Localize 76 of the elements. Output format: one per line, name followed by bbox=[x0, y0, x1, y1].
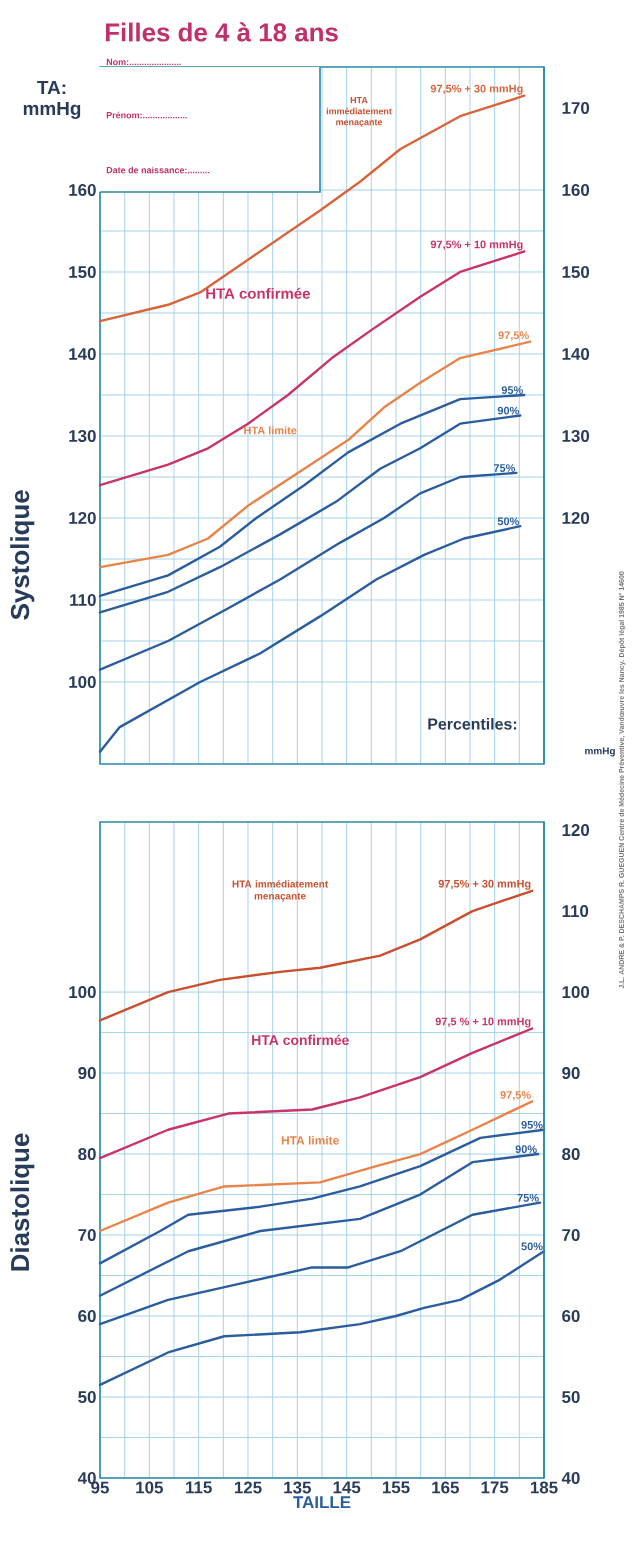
x-axis-title: TAILLE bbox=[293, 1496, 351, 1509]
y2-tick-label: 70 bbox=[562, 1229, 580, 1242]
y-tick-label: 70 bbox=[78, 1229, 96, 1242]
series-label: 97,5% bbox=[500, 1091, 531, 1101]
text: Nom:..................... bbox=[106, 58, 181, 66]
line-series bbox=[98, 393, 526, 598]
y2-tick-label: 90 bbox=[562, 1067, 580, 1080]
line-series bbox=[98, 94, 526, 323]
y2-tick-label: 120 bbox=[562, 824, 590, 837]
x-tick-label: 125 bbox=[234, 1481, 262, 1494]
series-label: 50% bbox=[521, 1242, 543, 1251]
series-label: 75% bbox=[493, 464, 516, 472]
series-label: 95% bbox=[501, 386, 523, 394]
y2-tick-label: 110 bbox=[562, 905, 589, 918]
y-tick-label: 60 bbox=[78, 1310, 96, 1323]
annotation: HTA confirmée bbox=[206, 287, 310, 299]
y-tick-label: 50 bbox=[78, 1391, 96, 1404]
y-tick-label: 130 bbox=[69, 429, 96, 442]
text: mmHg bbox=[585, 747, 615, 757]
line-series bbox=[98, 414, 522, 614]
series-label: 97,5% + 30 mmHg bbox=[438, 879, 531, 890]
x-tick-label: 175 bbox=[481, 1481, 509, 1494]
y-tick-label: 100 bbox=[69, 986, 96, 999]
series-label: 75% bbox=[517, 1193, 539, 1202]
x-tick-label: 155 bbox=[382, 1481, 410, 1494]
text: TA: mmHg bbox=[23, 81, 81, 119]
annotation: Percentiles: bbox=[428, 717, 517, 730]
y-tick-label: 100 bbox=[69, 675, 96, 688]
y2-tick-label: 100 bbox=[562, 986, 590, 999]
x-tick-label: 105 bbox=[136, 1481, 163, 1494]
y2-tick-label: 40 bbox=[561, 1472, 580, 1484]
y-axis-title: Systolique bbox=[10, 490, 35, 620]
y2-tick-label: 140 bbox=[562, 347, 590, 360]
y2-tick-label: 160 bbox=[562, 183, 590, 196]
line-series bbox=[98, 471, 518, 671]
y-tick-label: 90 bbox=[78, 1067, 96, 1080]
series-label: 97,5% + 10 mmHg bbox=[430, 240, 523, 251]
series-label: 90% bbox=[515, 1145, 537, 1154]
annotation: HTA immédiatement menaçante bbox=[232, 880, 329, 902]
annotation: HTA limite bbox=[244, 426, 297, 435]
x-tick-label: 135 bbox=[284, 1481, 311, 1494]
y2-tick-label: 120 bbox=[562, 511, 590, 524]
chart-title: Filles de 4 à 18 ans bbox=[105, 22, 338, 42]
x-tick-label: 165 bbox=[432, 1481, 459, 1494]
series-label: 50% bbox=[497, 517, 520, 526]
line-series bbox=[98, 524, 522, 753]
y2-tick-label: 150 bbox=[562, 265, 590, 278]
series-label: 90% bbox=[497, 406, 520, 415]
y2-tick-label: 170 bbox=[562, 101, 590, 114]
line-series bbox=[98, 1128, 546, 1265]
series-label: 97,5% bbox=[498, 331, 529, 341]
y2-tick-label: 60 bbox=[562, 1310, 580, 1323]
x-tick-label: 115 bbox=[186, 1481, 212, 1494]
annotation: HTA immédiatement menaçante bbox=[326, 97, 392, 128]
series-label: 97,5 % + 10 mmHg bbox=[435, 1017, 531, 1028]
annotation: HTA limite bbox=[281, 1135, 339, 1145]
x-tick-label: 185 bbox=[530, 1481, 558, 1494]
y2-tick-label: 50 bbox=[562, 1391, 580, 1404]
y-tick-label: 160 bbox=[69, 183, 96, 196]
y-tick-label: 120 bbox=[69, 511, 96, 524]
line-series bbox=[98, 340, 532, 569]
y2-tick-label: 80 bbox=[562, 1148, 580, 1161]
y-tick-label: 140 bbox=[69, 347, 96, 360]
line-series bbox=[98, 1201, 542, 1326]
annotation: HTA confirmée bbox=[252, 1034, 349, 1046]
annotation: Prénom:.................. bbox=[106, 111, 187, 119]
y-tick-label: 150 bbox=[69, 265, 96, 278]
y2-tick-label: 130 bbox=[562, 429, 590, 442]
series-label: 97,5% + 30 mmHg bbox=[430, 84, 523, 95]
y-tick-label: 110 bbox=[70, 593, 96, 606]
series-label: 95% bbox=[521, 1121, 543, 1129]
y-axis-title: Diastolique bbox=[10, 1133, 35, 1271]
y-tick-label: 80 bbox=[78, 1148, 96, 1161]
x-tick-label: 145 bbox=[333, 1481, 361, 1494]
line-series bbox=[98, 1250, 546, 1387]
annotation: Date de naissance:......... bbox=[106, 166, 210, 174]
